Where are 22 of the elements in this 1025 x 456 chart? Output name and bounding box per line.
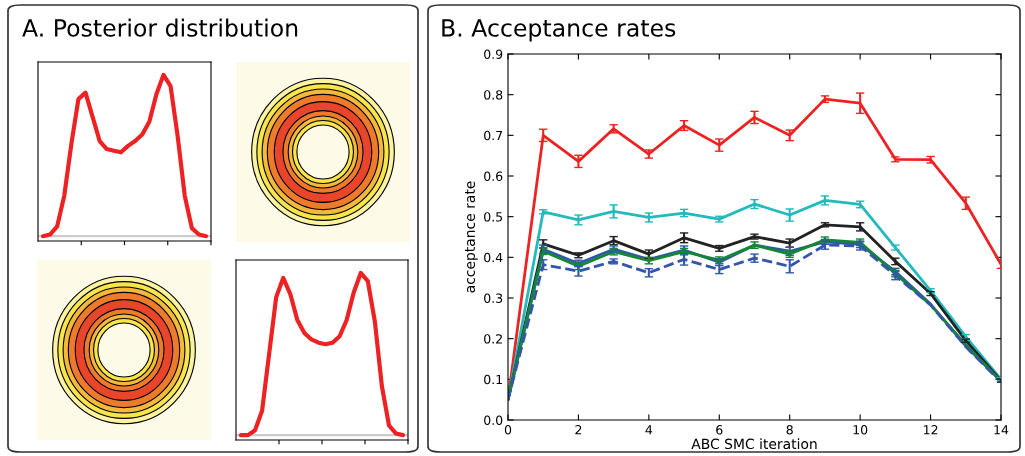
y-axis-title: acceptance rate bbox=[465, 181, 478, 293]
x-tick-label: 0 bbox=[504, 425, 512, 435]
x-tick-label: 6 bbox=[716, 425, 723, 435]
y-tick-label: 0.5 bbox=[484, 212, 503, 222]
x-tick-label: 14 bbox=[994, 425, 1009, 435]
y-tick-label: 0.8 bbox=[484, 90, 503, 100]
y-tick-label: 0.9 bbox=[484, 49, 503, 59]
x-tick-label: 2 bbox=[575, 425, 582, 435]
y-tick-label: 0.0 bbox=[484, 415, 503, 425]
x-tick-label: 4 bbox=[645, 425, 653, 435]
y-tick-label: 0.1 bbox=[484, 374, 502, 385]
x-tick-label: 10 bbox=[853, 425, 868, 435]
y-tick-label: 0.3 bbox=[484, 293, 503, 303]
y-tick-label: 0.4 bbox=[484, 252, 503, 263]
x-axis-title: ABC SMC iteration bbox=[691, 438, 817, 450]
y-tick-label: 0.2 bbox=[484, 334, 502, 344]
y-tick-label: 0.7 bbox=[484, 130, 503, 141]
x-tick-label: 8 bbox=[786, 425, 793, 435]
y-tick-label: 0.6 bbox=[484, 171, 503, 181]
x-tick-label: 12 bbox=[923, 425, 938, 435]
chart-title: B. Acceptance rates bbox=[442, 19, 676, 42]
chart-title: A. Posterior distribution bbox=[22, 18, 298, 37]
